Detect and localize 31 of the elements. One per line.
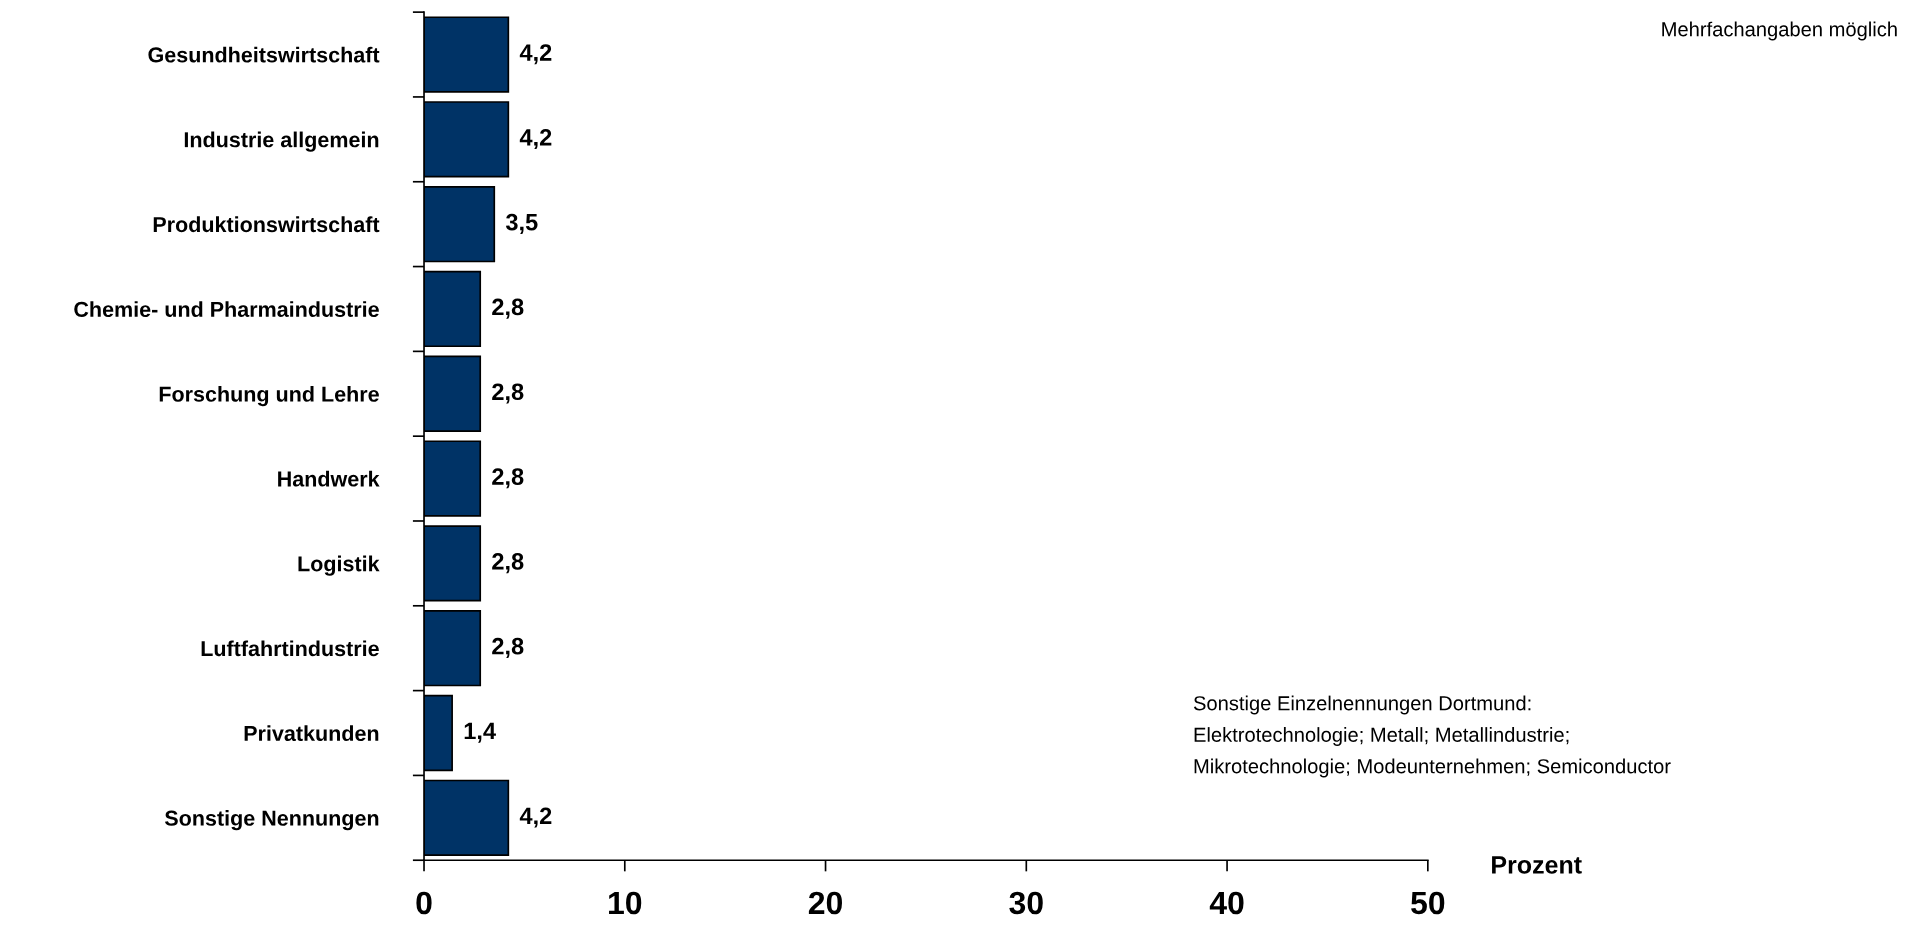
x-tick-label: 40 (1209, 891, 1244, 915)
annotation: Mikrotechnologie; Modeunternehmen; Semiconductor (1194, 758, 1671, 778)
data-label: 2,8 (492, 383, 524, 404)
data-label: 2,8 (492, 298, 524, 319)
y-tick-label: Produktionswirtschaft (153, 216, 380, 233)
data-label: 4,2 (519, 44, 552, 65)
y-tick-label: Sonstige Nennungen (164, 810, 379, 831)
data-label: 2,8 (492, 637, 524, 658)
x-tick-label: 0 (416, 891, 432, 915)
y-tick-label: Privatkunden (244, 725, 379, 742)
x-tick-label: 20 (808, 891, 842, 915)
y-tick-label: Handwerk (278, 470, 380, 487)
x-axis-title: Prozent (1492, 856, 1582, 874)
y-tick-label: Luftfahrtindustrie (201, 640, 379, 657)
text: Mehrfachangaben möglich (1662, 21, 1897, 41)
annotation: Elektrotechnologie; Metall; Metallindustrie; (1194, 727, 1569, 746)
y-tick-label: Industrie allgemein (184, 131, 379, 152)
y-tick-label: Chemie- und Pharmaindustrie (74, 301, 379, 317)
y-tick-label: Forschung und Lehre (159, 385, 379, 407)
x-tick-label: 50 (1411, 891, 1445, 915)
data-label: 4,2 (519, 807, 552, 828)
data-label: 1,4 (464, 722, 496, 743)
data-label: 3,5 (505, 213, 538, 234)
data-label: 2,8 (492, 553, 524, 574)
y-tick-label: Logistik (298, 555, 380, 576)
data-label: 2,8 (492, 468, 524, 489)
x-tick-label: 10 (609, 891, 642, 915)
x-tick-label: 30 (1009, 891, 1043, 915)
data-label: 4,2 (519, 128, 552, 150)
y-tick-label: Gesundheitswirtschaft (148, 46, 380, 63)
annotation: Sonstige Einzelnennungen Dortmund: (1193, 695, 1531, 715)
